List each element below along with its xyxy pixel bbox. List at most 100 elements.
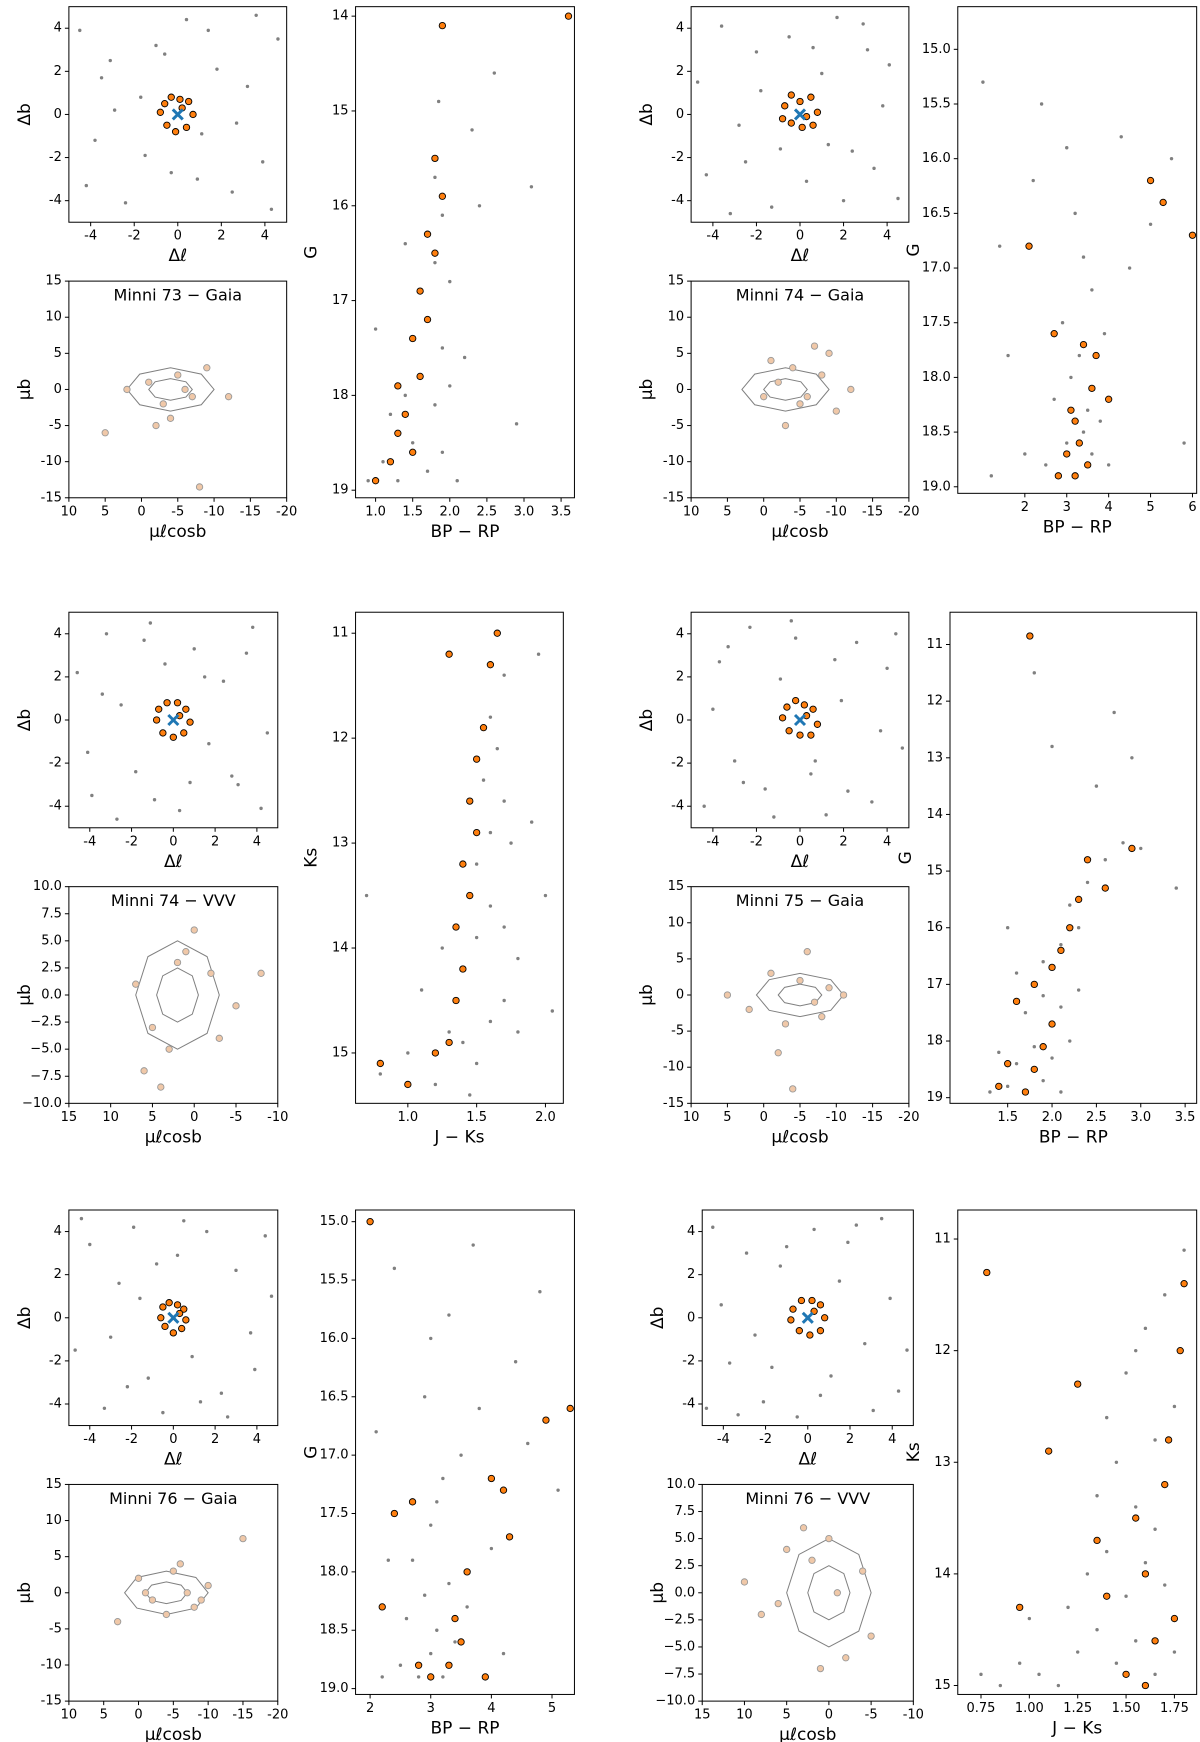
field-point (1065, 441, 1069, 445)
member-point (157, 1314, 165, 1322)
x-axis-label: BP − RP (430, 1718, 499, 1738)
field-point (824, 813, 828, 817)
field-point (989, 474, 994, 478)
field-point (1134, 1348, 1138, 1353)
field-point (175, 1253, 180, 1257)
field-point (514, 422, 519, 426)
x-tick-label: 4 (883, 834, 891, 849)
x-tick-label: 3.5 (551, 504, 572, 519)
field-point (163, 662, 167, 666)
field-point (261, 160, 265, 164)
y-tick-label: −10.0 (655, 1694, 695, 1709)
member-point (163, 699, 171, 707)
member-point (452, 996, 460, 1005)
y-axis-label: μb (648, 1582, 668, 1604)
x-tick-label: 2 (211, 1432, 219, 1447)
member-point (745, 1005, 753, 1014)
axes-frame (68, 886, 279, 1104)
field-point (704, 1406, 709, 1411)
x-axis-label: μℓcosb (779, 1725, 836, 1742)
x-tick-label: 5 (548, 1701, 556, 1716)
field-point (245, 84, 250, 89)
field-point (152, 798, 157, 802)
field-point (501, 1651, 506, 1656)
field-point (784, 1244, 789, 1249)
field-point (879, 1216, 884, 1221)
field-point (207, 742, 211, 746)
x-tick-label: 4 (883, 229, 891, 244)
y-axis-label: Δb (15, 103, 35, 125)
field-point (502, 673, 506, 677)
panel: 0.75 1.00 1.25 1.50 1.75 11 12 13 14 15 J − Ks Ks (904, 1209, 1198, 1738)
y-tick-label: 15 (926, 864, 943, 879)
field-point (789, 619, 793, 623)
field-point (1060, 321, 1065, 325)
y-tick-label: -4 (49, 1397, 62, 1412)
field-point (804, 179, 809, 183)
x-tick-label: -15 (862, 504, 883, 519)
field-point (793, 636, 798, 640)
x-tick-label: 1.75 (1160, 1701, 1189, 1716)
member-point (132, 980, 140, 988)
x-tick-label: 6 (1188, 500, 1196, 515)
field-point (538, 1290, 542, 1294)
field-point (425, 469, 430, 473)
member-point (451, 1614, 459, 1623)
member-point (787, 119, 795, 127)
member-point (176, 1560, 184, 1568)
member-point (808, 1556, 816, 1564)
member-point (190, 1603, 198, 1611)
panel: -4 -2 0 2 4 -4 -2 0 2 4 Δℓ Δb (637, 611, 910, 872)
panel: -4 -2 0 2 4 -4 -2 0 2 4 Δℓ Δb (637, 6, 910, 266)
y-tick-label: -10 (663, 1060, 684, 1075)
field-point (79, 1216, 84, 1221)
x-tick-label: 5 (723, 1110, 731, 1125)
y-tick-label: 17 (332, 293, 349, 308)
field-point (1041, 994, 1045, 998)
field-point (885, 666, 889, 670)
y-tick-label: −10.0 (22, 1096, 62, 1111)
field-point (1106, 463, 1111, 467)
panel: 2 3 4 5 15.0 15.5 16.0 16.5 17.0 17.5 18.0 18.5 19.0… (302, 1209, 575, 1738)
member-point (807, 731, 815, 739)
field-point (835, 15, 839, 20)
field-point (388, 412, 393, 417)
field-point (770, 1365, 774, 1370)
panel: 1.0 1.5 2.0 11 12 13 14 15 J − Ks Ks (302, 611, 564, 1147)
panel: 10 5 0 -5 -10 -15 -20 -15 -10 -5 0 5 10 15 μℓcosb μb Min… (15, 274, 297, 542)
field-point (386, 1558, 390, 1562)
member-point (459, 965, 467, 973)
field-point (435, 1500, 439, 1504)
field-point (846, 789, 850, 793)
member-point (798, 123, 806, 132)
y-tick-label: 15 (668, 879, 685, 894)
contour (786, 1538, 872, 1648)
field-point (381, 460, 385, 464)
field-point (772, 815, 776, 819)
member-point (809, 705, 817, 713)
field-point (1094, 784, 1099, 788)
member-point (1146, 176, 1155, 185)
x-tick-label: 0 (169, 1432, 177, 1447)
field-point (753, 1333, 757, 1337)
field-point (1130, 756, 1134, 760)
field-point (1085, 1572, 1090, 1576)
field-point (896, 196, 900, 201)
y-tick-label: 0 (676, 713, 684, 728)
member-point (1045, 1447, 1053, 1455)
member-point (800, 701, 809, 709)
field-point (741, 780, 746, 785)
field-point (795, 1415, 799, 1419)
member-point (156, 108, 165, 116)
member-point (1141, 1570, 1150, 1578)
y-tick-label: 2.5 (675, 1558, 696, 1573)
x-tick-label: 4 (253, 834, 261, 849)
field-point (1103, 858, 1107, 862)
x-tick-label: 0 (190, 1110, 198, 1125)
field-point (1041, 960, 1045, 964)
field-point (254, 13, 258, 17)
member-point (183, 1589, 191, 1597)
field-point (1098, 419, 1102, 423)
y-tick-label: 0 (676, 382, 684, 397)
member-point (785, 727, 793, 735)
